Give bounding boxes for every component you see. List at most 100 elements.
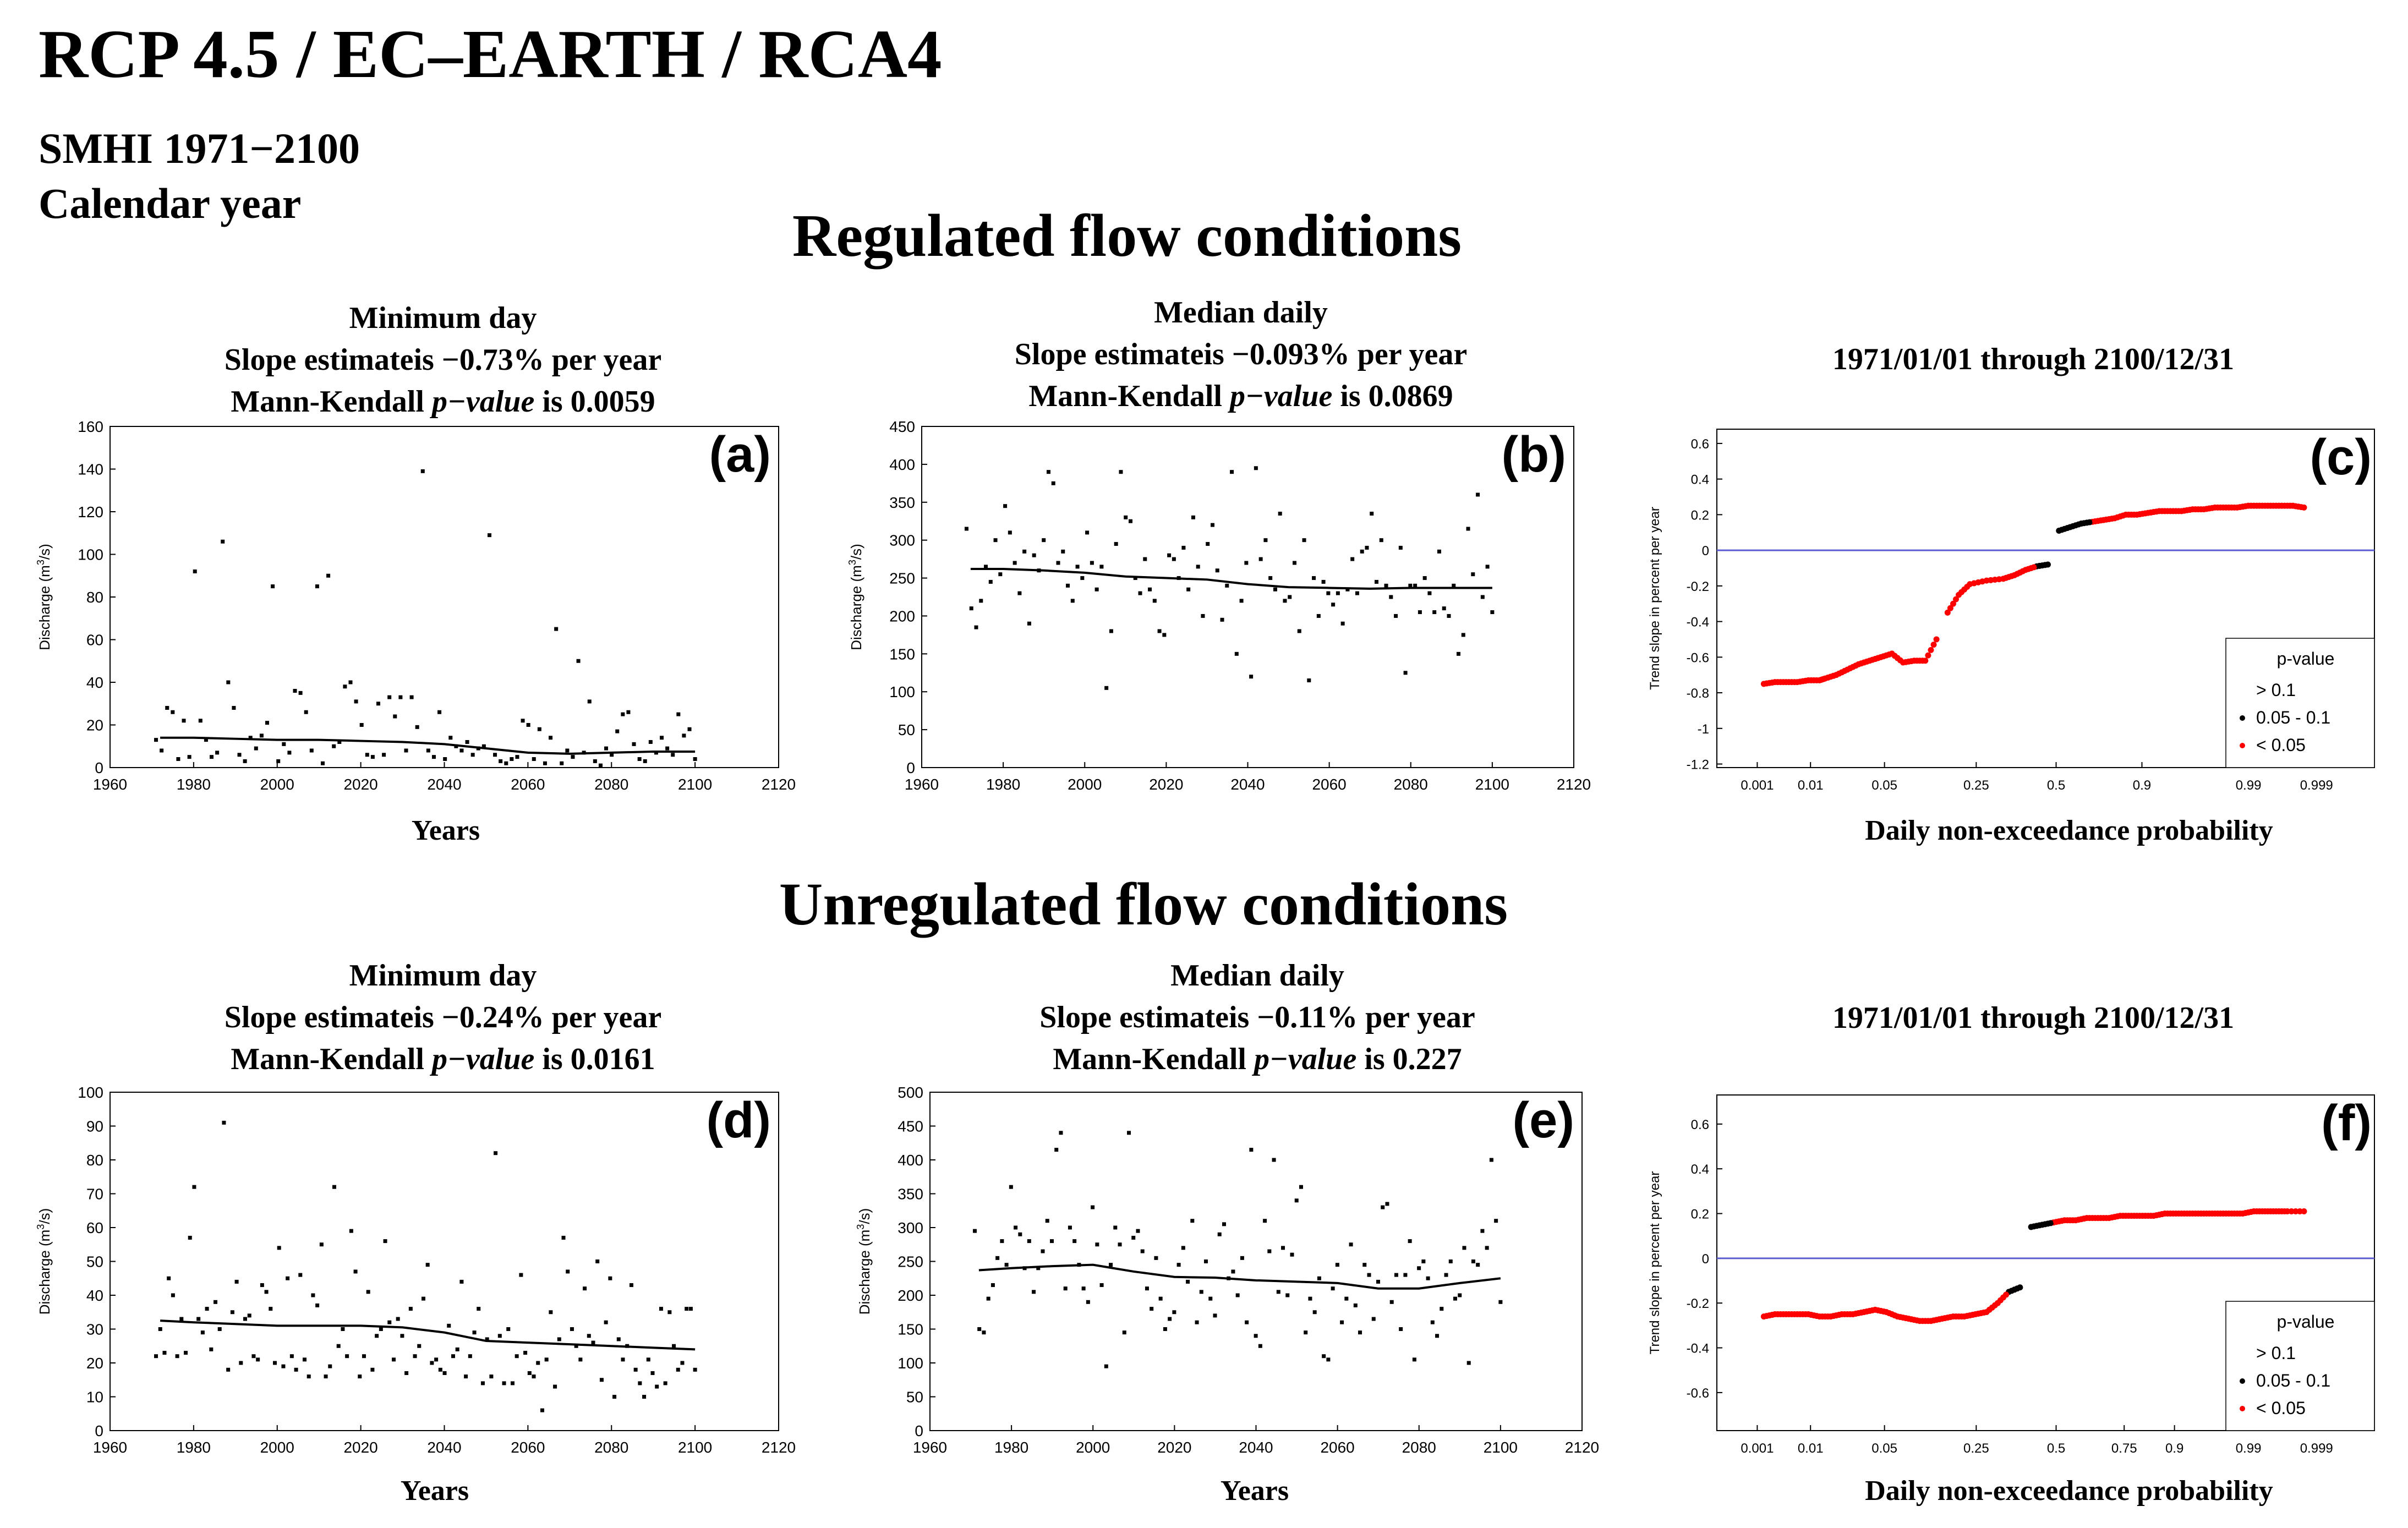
- data-point: [1225, 583, 1229, 588]
- data-point: [1217, 1232, 1222, 1236]
- data-point: [663, 1381, 667, 1385]
- data-point: [1152, 599, 1157, 603]
- x-tick-label: 0.001: [1741, 1441, 1774, 1456]
- data-point: [200, 1330, 205, 1335]
- x-tick-label: 0.9: [2165, 1441, 2183, 1456]
- trend-slope-point: [2288, 1208, 2295, 1214]
- y-tick-label: 90: [86, 1118, 103, 1135]
- data-point: [557, 1337, 561, 1341]
- data-point: [434, 1357, 439, 1362]
- y-tick-label: 150: [889, 645, 915, 662]
- data-point: [576, 659, 581, 663]
- data-point: [477, 1307, 481, 1311]
- data-point: [1375, 579, 1379, 584]
- trend-slope-point: [1950, 600, 1956, 607]
- data-point: [265, 721, 270, 725]
- trend-slope-point: [2298, 504, 2305, 511]
- data-point: [1239, 599, 1244, 603]
- trend-slope-point: [1897, 657, 1903, 664]
- data-point: [1210, 523, 1214, 527]
- data-point: [226, 680, 231, 684]
- trend-slope-point: [2170, 1211, 2176, 1217]
- data-point: [643, 759, 647, 763]
- trend-slope-point: [1869, 1307, 1876, 1313]
- data-point: [984, 565, 988, 569]
- trend-slope-point: [2048, 1220, 2054, 1226]
- trend-slope-point: [2103, 1215, 2110, 1222]
- panel-a-ylabel: Discharge (m3/s): [35, 544, 53, 650]
- panel-f-ylabel: Trend slope in percent per year: [1648, 1171, 1662, 1355]
- data-point: [993, 538, 998, 543]
- data-point: [1403, 1273, 1408, 1277]
- data-point: [1150, 1307, 1154, 1311]
- data-point: [1245, 1320, 1249, 1324]
- data-point: [1367, 1273, 1371, 1277]
- y-tick-label: 80: [86, 1152, 103, 1169]
- data-point: [1281, 1246, 1285, 1250]
- data-point: [1114, 542, 1118, 546]
- x-tick-label: 2020: [343, 1439, 377, 1456]
- data-point: [205, 1307, 209, 1311]
- data-point: [676, 712, 681, 716]
- data-point: [536, 1361, 540, 1365]
- y-tick-label: 0.2: [1691, 1207, 1709, 1222]
- trend-slope-point: [2003, 1291, 2010, 1298]
- x-tick-label: 1980: [177, 776, 211, 793]
- data-point: [1220, 617, 1224, 622]
- data-point: [1199, 1290, 1203, 1294]
- data-point: [1430, 1320, 1435, 1324]
- x-tick-label: 2060: [511, 776, 545, 793]
- data-point: [1119, 470, 1123, 474]
- y-tick-label: 250: [889, 570, 915, 587]
- trend-line: [160, 1319, 696, 1351]
- data-point: [494, 1151, 498, 1155]
- aggregation-label: Calendar year: [39, 179, 302, 227]
- data-point: [1235, 1293, 1240, 1297]
- panel-a-xlabel: Years: [411, 815, 480, 846]
- data-point: [376, 702, 380, 706]
- panel-b-ylabel: Discharge (m3/s): [847, 544, 864, 650]
- data-point: [616, 1337, 621, 1341]
- panel-label: (d): [707, 1092, 771, 1148]
- data-point: [1254, 1334, 1258, 1338]
- data-point: [1090, 561, 1094, 565]
- trend-slope-point: [1930, 642, 1937, 648]
- panel-f-title: 1971/01/01 through 2100/12/31: [1832, 1001, 2235, 1035]
- data-point: [1254, 466, 1258, 470]
- data-point: [632, 742, 636, 746]
- data-point: [667, 1310, 672, 1315]
- data-point: [353, 1269, 358, 1274]
- data-point: [1061, 549, 1065, 554]
- trend-slope-point: [2131, 511, 2137, 518]
- data-point: [1234, 651, 1239, 656]
- data-point: [1297, 629, 1301, 633]
- data-point: [1288, 595, 1292, 599]
- data-point: [1140, 1249, 1145, 1253]
- y-tick-label: 30: [86, 1321, 103, 1338]
- y-tick-label: -0.4: [1687, 1341, 1709, 1356]
- y-tick-label: 80: [86, 589, 103, 606]
- data-point: [682, 733, 686, 738]
- data-point: [1017, 591, 1022, 595]
- data-point: [595, 1259, 600, 1263]
- data-point: [459, 1279, 464, 1284]
- trend-slope-point: [1919, 658, 1926, 664]
- trend-slope-point: [2042, 562, 2048, 568]
- data-point: [1412, 1357, 1416, 1362]
- data-point: [1344, 1296, 1349, 1301]
- y-tick-label: 0: [95, 1422, 103, 1439]
- data-point: [693, 757, 697, 761]
- data-point: [1124, 515, 1128, 519]
- y-tick-label: 50: [898, 721, 915, 738]
- data-point: [964, 527, 968, 531]
- data-point: [243, 1317, 248, 1321]
- trend-slope-point: [1914, 1317, 1920, 1324]
- panel-a-title-line2: Slope estimateis −0.73% per year: [224, 343, 662, 377]
- data-point: [400, 1334, 404, 1338]
- trend-slope-point: [1847, 1311, 1853, 1318]
- data-point: [1022, 549, 1027, 554]
- data-point: [1480, 595, 1485, 599]
- trend-slope-point: [1802, 677, 1809, 684]
- data-point: [337, 740, 342, 744]
